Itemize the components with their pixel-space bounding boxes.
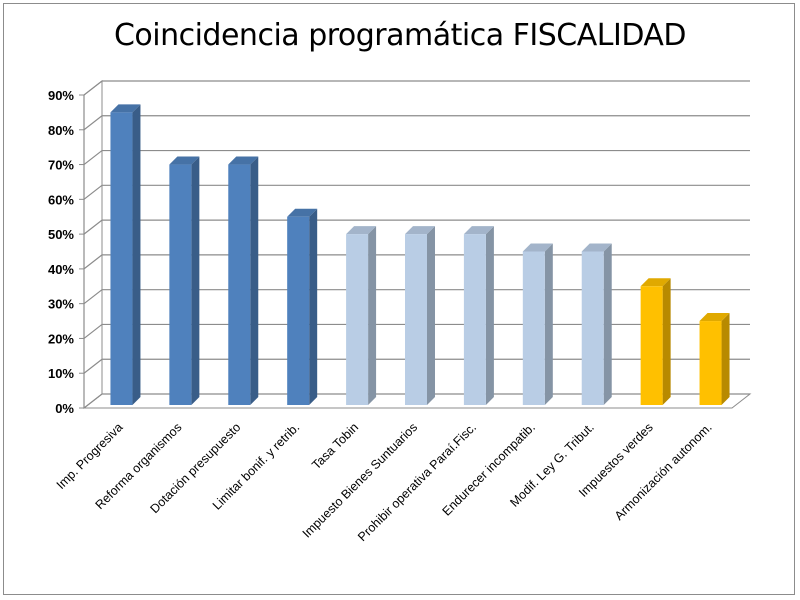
y-tick-label: 40% [48,262,74,277]
bar-top [581,243,612,252]
x-tick-label: Tasa Tobin [309,420,361,472]
bar-front [581,251,604,405]
bar [110,104,141,405]
bar-front [169,164,192,405]
bar-side [309,208,318,405]
y-tick-label: 70% [48,158,74,173]
bar-top [405,226,435,235]
bar-side [427,226,435,405]
bar-front [346,234,369,405]
bars [110,104,730,405]
bar-side [485,226,494,405]
gridline [83,80,750,96]
bar-side [250,156,259,405]
bar-side [544,243,553,405]
bar-top [228,156,259,165]
bar-side [132,104,141,405]
y-tick-label: 50% [48,227,74,242]
y-tick-label: 0% [55,401,74,416]
x-tick-label: Armonización autonom. [612,420,715,523]
bar [228,156,259,405]
bar-side [662,278,671,405]
y-axis-ticks: 0% 10% 20% 30% 40% 50% 60% 70% 80% 90% [48,88,74,416]
y-tick-label: 30% [48,297,74,312]
bar [640,278,671,405]
bar-top [522,243,553,252]
bar-top [169,156,200,165]
y-tick-label: 60% [48,192,74,207]
gridline [83,149,750,166]
bar-top [287,208,318,217]
bar [346,226,377,405]
bar [405,226,435,405]
bar-side [603,243,612,405]
gridline [83,184,750,200]
y-tick-label: 90% [48,88,74,103]
bar [581,243,612,405]
bar [522,243,553,405]
bar-side [721,313,730,405]
bar-side [368,226,377,405]
bar-front [405,234,427,405]
y-tick-label: 10% [48,366,74,381]
chart-title: Coincidencia programática FISCALIDAD [113,18,687,53]
bar-front [522,251,545,405]
bar-front [287,216,310,405]
gridline [83,115,750,131]
bar [287,208,318,405]
bar-top [699,313,730,322]
side-wall [83,79,103,410]
bar-top [346,226,377,235]
bar-top [463,226,494,235]
bar-front [228,164,251,405]
bar-front [640,286,663,405]
y-tick-label: 80% [48,123,74,138]
bar-side [191,156,200,405]
bar-front [110,112,133,405]
bar [463,226,494,405]
bar-front [463,234,486,405]
bar [699,313,730,405]
bar-front [699,321,722,405]
gridline [83,219,750,235]
y-tick-label: 20% [48,331,74,346]
x-tick-label: Prohibir operativa Paraí.Fisc. [355,420,479,544]
bar [169,156,200,405]
bar-top [640,278,671,287]
bar-top [110,104,141,113]
x-tick-label: Impuesto Bienes Suntuarios [300,420,420,540]
